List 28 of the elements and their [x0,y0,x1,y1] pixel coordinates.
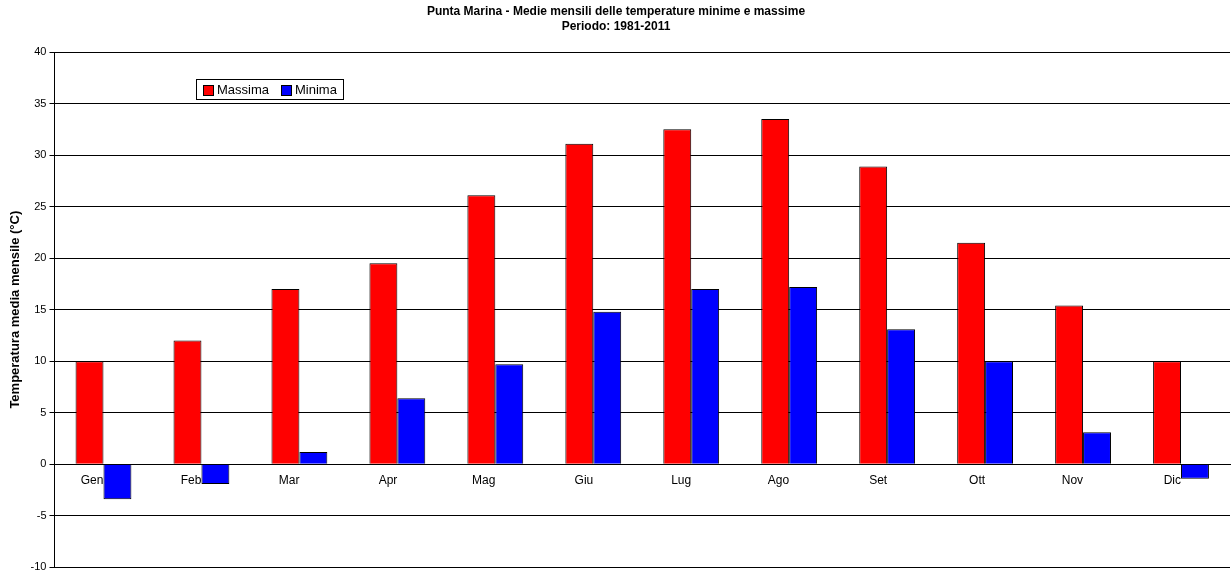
y-axis-title: Temperatura media mensile (°C) [7,210,23,409]
legend-label: Massima [217,82,270,97]
x-tick-label: Lug [671,472,692,487]
x-tick-label: Nov [1061,472,1084,487]
y-tick-label: 30 [34,148,47,161]
x-tick-label: Ott [969,472,986,487]
x-tick-label: Gen [80,472,104,487]
y-tick-label: -10 [30,560,47,573]
x-tick-label: Giu [574,472,594,487]
x-tick-label: Apr [378,472,398,487]
x-tick-label: Mar [278,472,300,487]
chart-subtitle: Periodo: 1981-2011 [560,19,672,34]
x-tick-label: Dic [1163,472,1182,487]
x-tick-label: Set [869,472,888,487]
x-tick-label: Mag [471,472,496,487]
chart-title: Punta Marina - Medie mensili delle temperature minime e massime [425,4,807,19]
y-tick-label: 15 [34,302,47,315]
y-tick-label: 5 [40,405,47,418]
y-tick-label: 0 [40,457,47,470]
y-tick-label: -5 [36,508,47,521]
y-tick-label: 40 [34,45,47,58]
legend-label: Minima [295,82,337,97]
x-tick-label: Ago [767,472,790,487]
y-tick-label: 35 [34,96,47,109]
x-tick-label: Feb [180,472,202,487]
y-tick-label: 20 [34,251,47,264]
y-tick-label: 10 [34,354,47,367]
y-tick-label: 25 [34,199,47,212]
